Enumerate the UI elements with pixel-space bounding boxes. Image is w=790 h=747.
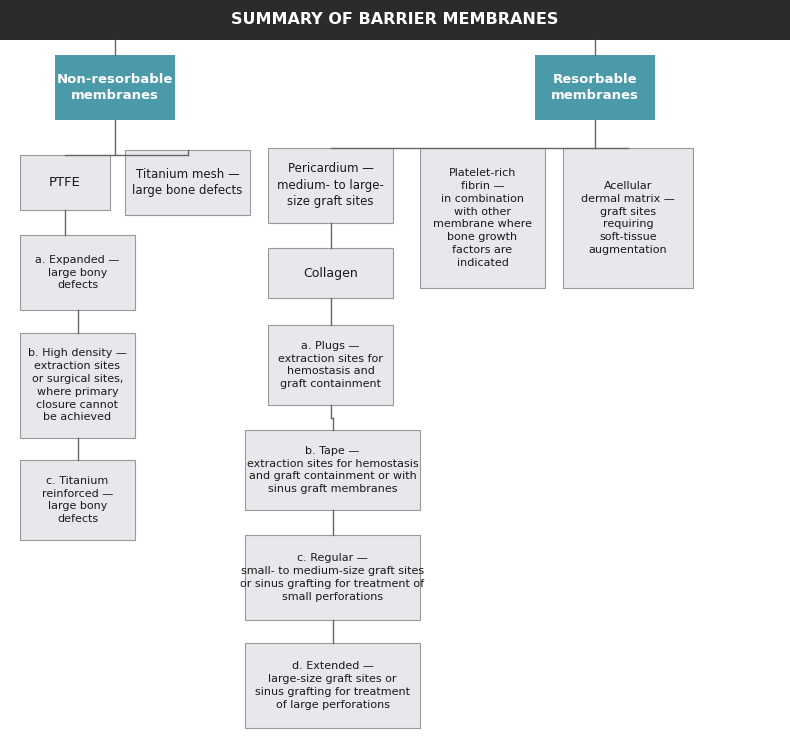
FancyBboxPatch shape — [20, 460, 135, 540]
Text: b. Tape —
extraction sites for hemostasis
and graft containment or with
sinus gr: b. Tape — extraction sites for hemostasi… — [246, 446, 419, 495]
Text: Acellular
dermal matrix —
graft sites
requiring
soft-tissue
augmentation: Acellular dermal matrix — graft sites re… — [581, 181, 675, 255]
Text: a. Plugs —
extraction sites for
hemostasis and
graft containment: a. Plugs — extraction sites for hemostas… — [278, 341, 383, 389]
Text: d. Extended —
large-size graft sites or
sinus grafting for treatment
of large pe: d. Extended — large-size graft sites or … — [255, 661, 410, 710]
Text: PTFE: PTFE — [49, 176, 81, 189]
FancyBboxPatch shape — [245, 643, 420, 728]
FancyBboxPatch shape — [20, 333, 135, 438]
FancyBboxPatch shape — [0, 0, 790, 40]
FancyBboxPatch shape — [245, 430, 420, 510]
FancyBboxPatch shape — [55, 55, 175, 120]
FancyBboxPatch shape — [268, 325, 393, 405]
FancyBboxPatch shape — [563, 148, 693, 288]
Text: Resorbable
membranes: Resorbable membranes — [551, 72, 639, 102]
Text: a. Expanded —
large bony
defects: a. Expanded — large bony defects — [36, 255, 120, 291]
FancyBboxPatch shape — [268, 148, 393, 223]
Text: SUMMARY OF BARRIER MEMBRANES: SUMMARY OF BARRIER MEMBRANES — [231, 13, 559, 28]
Text: b. High density —
extraction sites
or surgical sites,
where primary
closure cann: b. High density — extraction sites or su… — [28, 349, 127, 423]
FancyBboxPatch shape — [535, 55, 655, 120]
Text: Pericardium —
medium- to large-
size graft sites: Pericardium — medium- to large- size gra… — [277, 163, 384, 208]
FancyBboxPatch shape — [420, 148, 545, 288]
FancyBboxPatch shape — [268, 248, 393, 298]
FancyBboxPatch shape — [125, 150, 250, 215]
FancyBboxPatch shape — [245, 535, 420, 620]
Text: Platelet-rich
fibrin —
in combination
with other
membrane where
bone growth
fact: Platelet-rich fibrin — in combination wi… — [433, 168, 532, 268]
Text: Collagen: Collagen — [303, 267, 358, 279]
FancyBboxPatch shape — [20, 155, 110, 210]
Text: Titanium mesh —
large bone defects: Titanium mesh — large bone defects — [132, 168, 243, 197]
FancyBboxPatch shape — [20, 235, 135, 310]
Text: c. Regular —
small- to medium-size graft sites
or sinus grafting for treatment o: c. Regular — small- to medium-size graft… — [240, 554, 424, 601]
Text: c. Titanium
reinforced —
large bony
defects: c. Titanium reinforced — large bony defe… — [42, 476, 113, 524]
Text: Non-resorbable
membranes: Non-resorbable membranes — [57, 72, 173, 102]
